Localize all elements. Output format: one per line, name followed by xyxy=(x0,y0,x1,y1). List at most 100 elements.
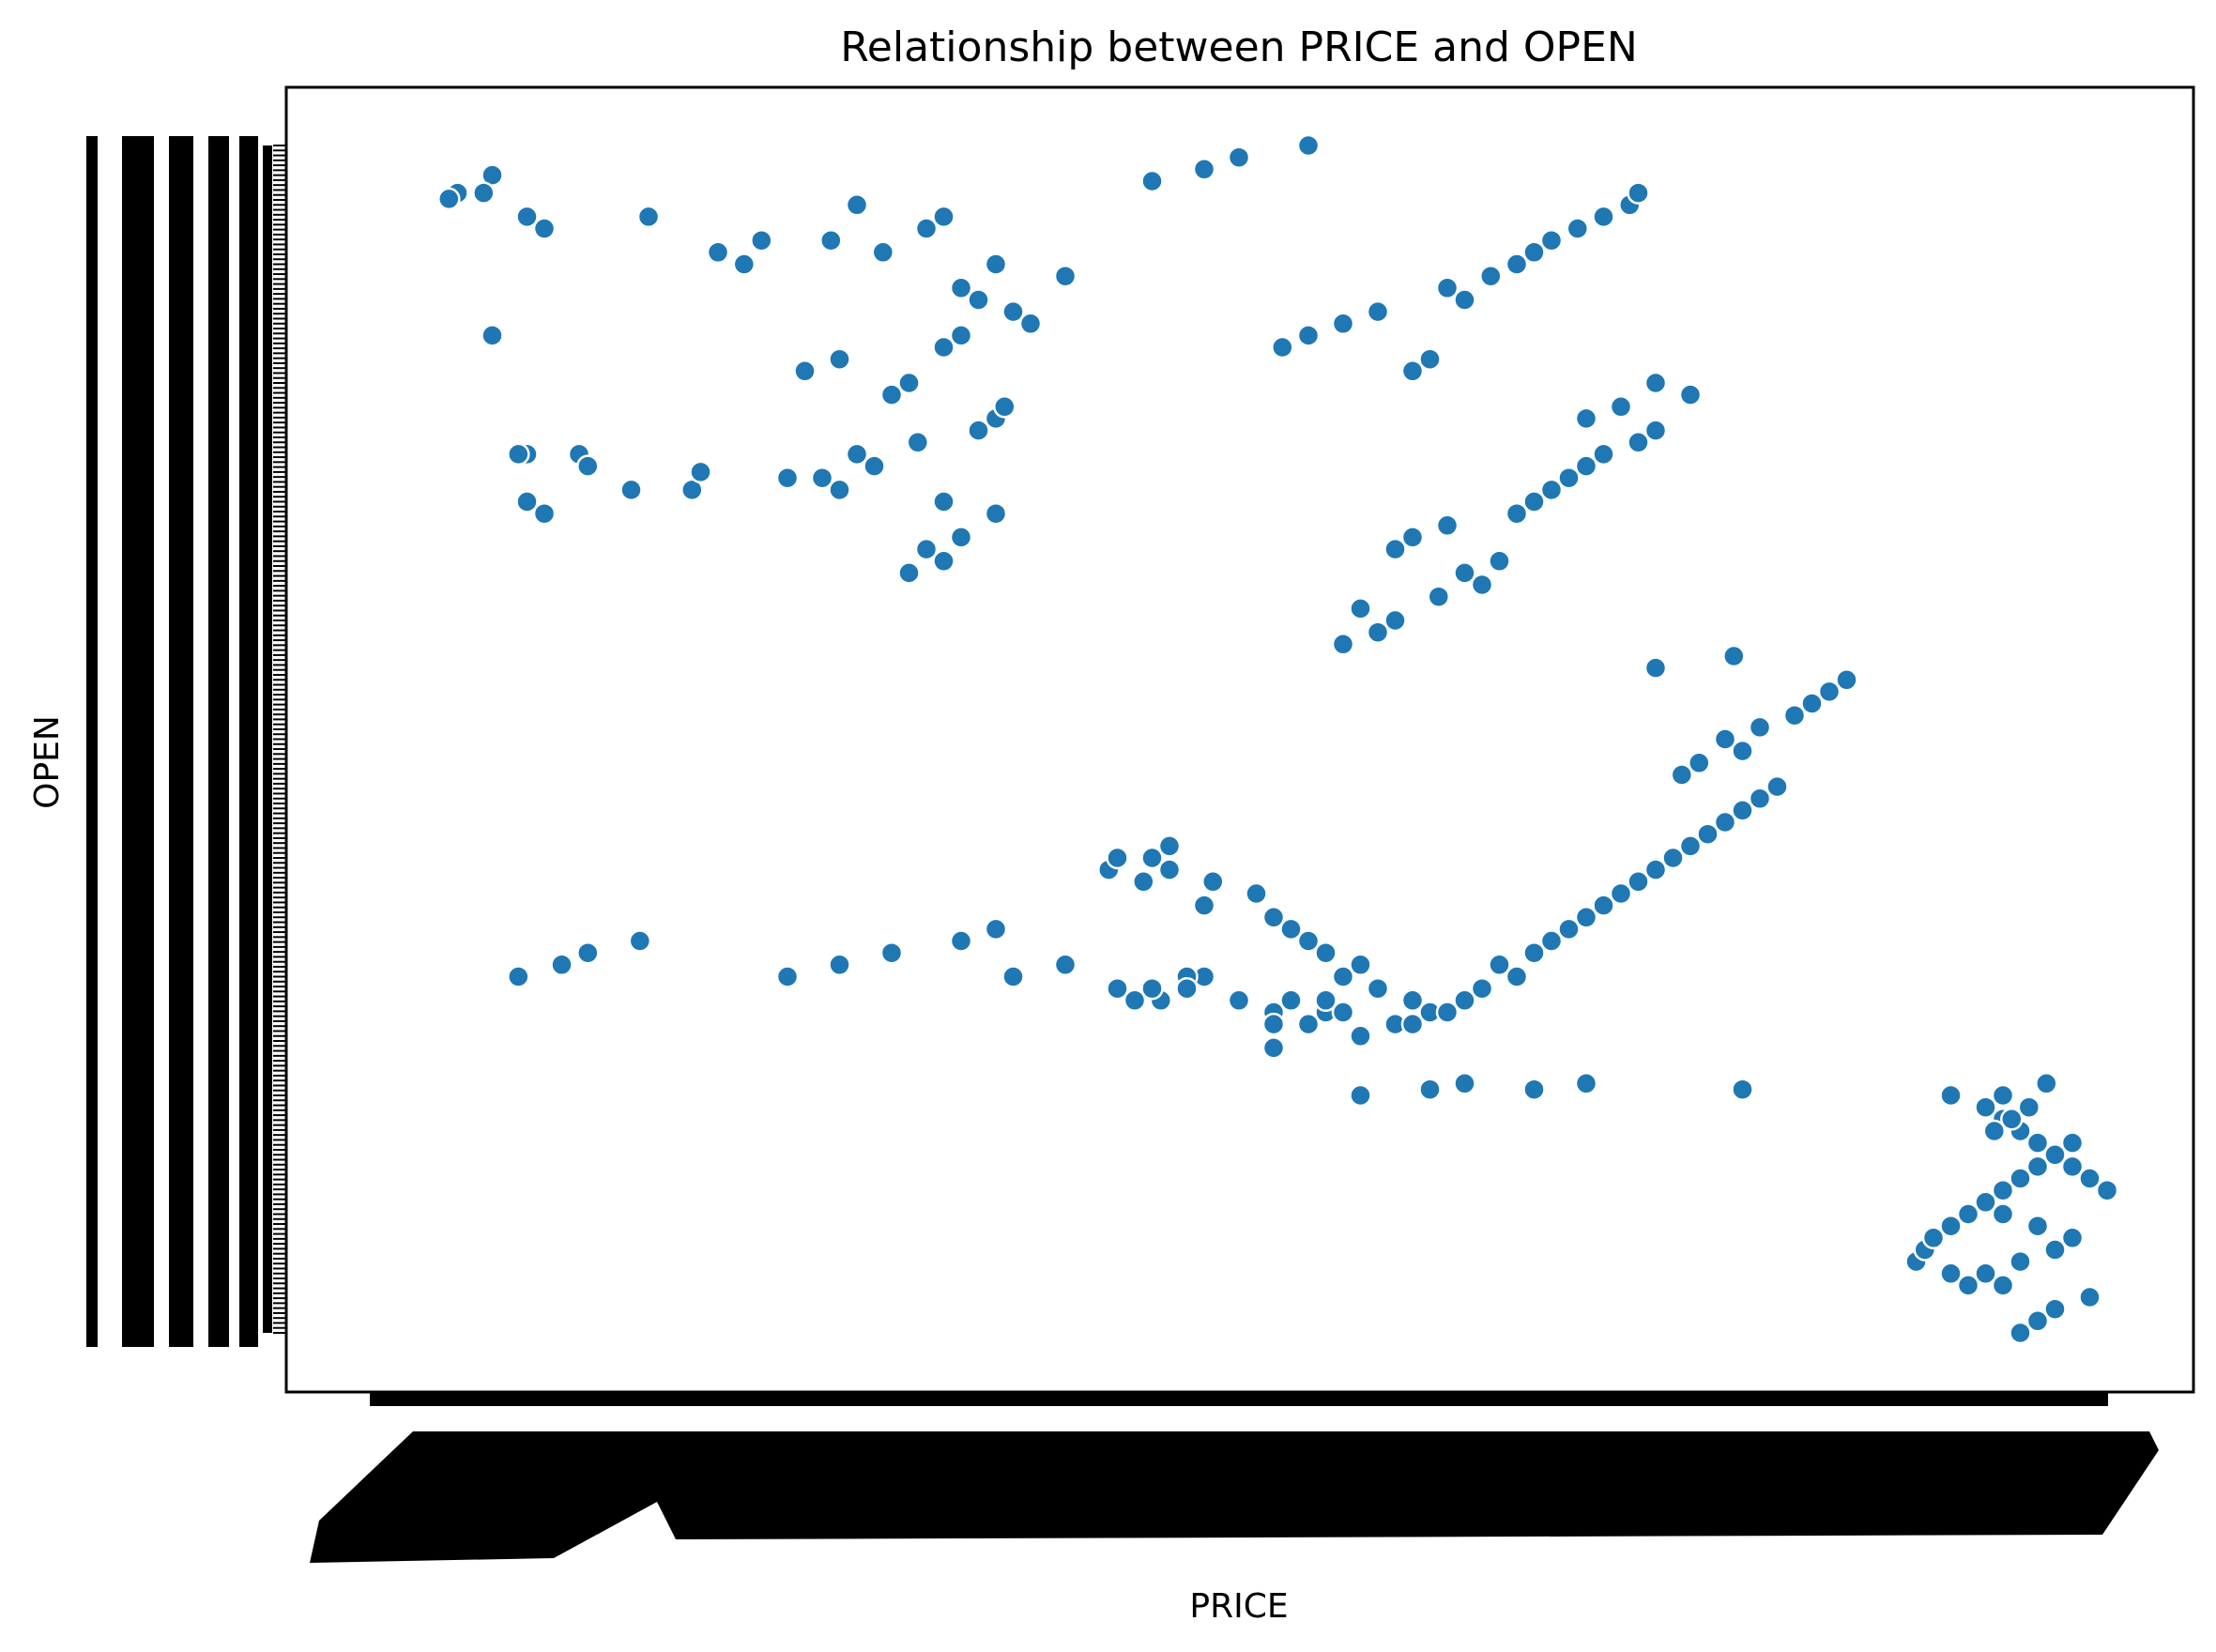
scatter-point xyxy=(481,324,504,347)
scatter-point xyxy=(871,240,895,265)
scatter-point xyxy=(706,240,730,265)
scatter-point xyxy=(1643,656,1668,680)
scatter-point xyxy=(1383,537,1407,561)
scatter-point xyxy=(1522,941,1546,965)
scatter-point xyxy=(1643,419,1668,442)
scatter-point xyxy=(1609,881,1633,906)
y-tick-label-block xyxy=(239,136,258,1347)
scatter-point xyxy=(1296,133,1321,158)
scatter-point xyxy=(1939,1214,1963,1238)
scatter-point xyxy=(1800,692,1824,715)
scatter-point xyxy=(1001,299,1025,324)
scatter-point xyxy=(1696,822,1719,846)
scatter-point xyxy=(1053,264,1077,288)
scatter-point xyxy=(619,478,643,502)
scatter-point xyxy=(1192,894,1216,917)
scatter-point xyxy=(1271,335,1294,359)
scatter-point xyxy=(1731,799,1754,822)
scatter-point xyxy=(1782,703,1807,727)
x-tick-label-mass xyxy=(310,1431,2159,1563)
scatter-point xyxy=(967,288,990,312)
scatter-point xyxy=(1939,1262,1963,1286)
scatter-point xyxy=(2095,1178,2119,1202)
scatter-point xyxy=(1261,1036,1286,1060)
scatter-point xyxy=(932,490,955,513)
scatter-point xyxy=(1574,406,1598,431)
scatter-point xyxy=(2000,1108,2024,1131)
scatter-point xyxy=(1643,858,1668,881)
scatter-point xyxy=(1132,870,1155,894)
scatter-point xyxy=(1400,988,1425,1013)
scatter-point xyxy=(1748,787,1772,811)
scatter-point xyxy=(1140,976,1164,1001)
scatter-point xyxy=(1053,953,1077,977)
scatter-point xyxy=(1400,1012,1425,1036)
scatter-point xyxy=(1435,276,1460,300)
scatter-point xyxy=(515,205,539,229)
scatter-point xyxy=(1574,1072,1598,1095)
scatter-point xyxy=(984,501,1008,526)
scatter-point xyxy=(1566,217,1590,240)
scatter-point xyxy=(932,335,955,359)
scatter-point xyxy=(2025,1155,2050,1179)
y-tick-marks xyxy=(273,145,286,1334)
scatter-point xyxy=(2025,1131,2050,1155)
plot-frame xyxy=(284,85,2195,1394)
scatter-point xyxy=(1349,1024,1372,1048)
scatter-point xyxy=(2060,1226,2085,1250)
scatter-point xyxy=(1991,1178,2015,1202)
scatter-point xyxy=(949,324,973,347)
scatter-point xyxy=(1245,881,1268,906)
scatter-point xyxy=(1418,1078,1442,1101)
scatter-point xyxy=(819,228,843,252)
scatter-point xyxy=(1609,395,1633,419)
scatter-point xyxy=(2009,1167,2032,1190)
scatter-point xyxy=(1539,478,1564,502)
scatter-point xyxy=(1488,549,1511,574)
scatter-point xyxy=(2043,1143,2067,1167)
scatter-point xyxy=(1817,680,1842,704)
scatter-point xyxy=(1574,454,1598,478)
scatter-point xyxy=(1331,633,1355,656)
scatter-point xyxy=(1731,1078,1754,1101)
scatter-point xyxy=(914,537,939,561)
y-tick-label-block xyxy=(169,136,193,1347)
scatter-point xyxy=(2060,1131,2085,1155)
scatter-point xyxy=(1279,917,1303,941)
scatter-point xyxy=(507,965,530,988)
scatter-point xyxy=(1175,976,1199,1001)
scatter-point xyxy=(507,442,530,467)
scatter-point xyxy=(1227,145,1251,169)
scatter-point xyxy=(1453,988,1476,1013)
scatter-point xyxy=(1418,347,1442,371)
scatter-point xyxy=(1453,1072,1476,1095)
scatter-point xyxy=(1192,158,1216,181)
scatter-point xyxy=(879,941,904,965)
scatter-point xyxy=(1314,941,1337,965)
scatter-point xyxy=(879,383,904,406)
y-tick-label-block xyxy=(208,136,229,1347)
scatter-point xyxy=(515,490,539,513)
scatter-point xyxy=(532,501,557,526)
scatter-point xyxy=(1731,739,1754,763)
scatter-point xyxy=(1627,870,1650,894)
x-tick-labels xyxy=(310,1392,2159,1563)
scatter-point xyxy=(1505,252,1529,276)
y-tick-labels xyxy=(86,136,272,1347)
scatter-point xyxy=(1470,976,1494,1001)
scatter-point xyxy=(949,929,973,953)
scatter-point xyxy=(1296,324,1321,347)
scatter-point xyxy=(1991,1274,2015,1297)
scatter-point xyxy=(1722,644,1746,668)
scatter-point xyxy=(863,454,886,478)
scatter-point xyxy=(1279,988,1303,1013)
scatter-point xyxy=(828,953,851,977)
scatter-point xyxy=(949,526,973,549)
scatter-point xyxy=(750,228,773,252)
scatter-point xyxy=(1592,894,1615,917)
scatter-point xyxy=(576,454,600,478)
scatter-point xyxy=(1627,181,1650,205)
scatter-point xyxy=(1140,169,1164,193)
scatter-point xyxy=(949,276,973,300)
scatter-point xyxy=(1427,585,1451,608)
